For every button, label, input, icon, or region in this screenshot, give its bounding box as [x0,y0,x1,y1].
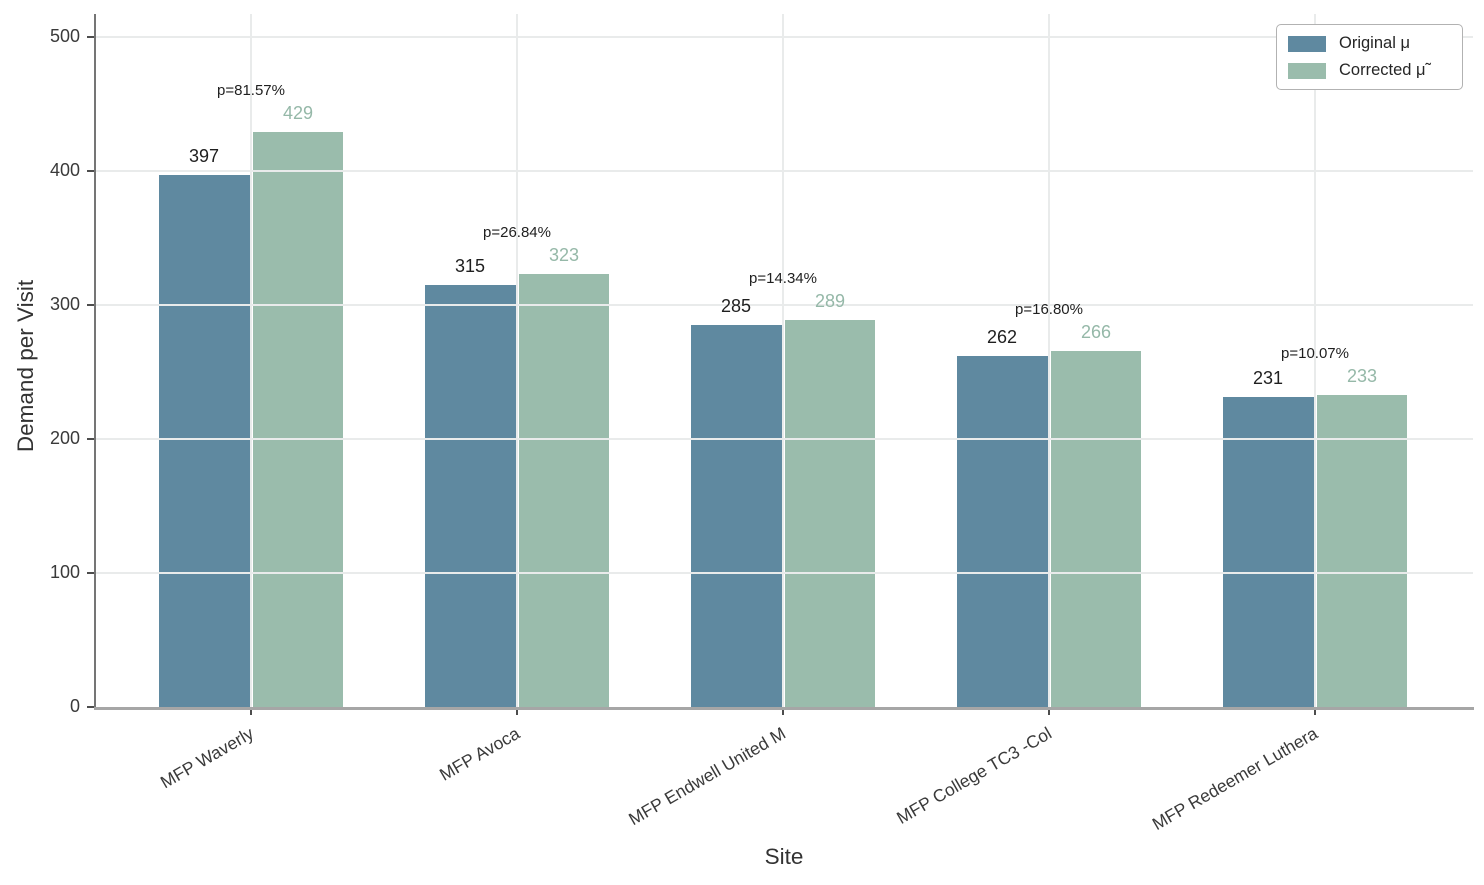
y-tick [87,706,95,708]
legend-label-original: Original μ [1339,34,1410,52]
gridline-vertical [782,14,784,707]
gridline-horizontal [95,572,1473,574]
gridline-horizontal [95,438,1473,440]
value-label-corrected: 266 [1080,321,1112,342]
bar-original [425,284,516,707]
gridline-horizontal [95,36,1473,38]
bar-corrected [252,132,343,707]
value-label-original: 315 [454,255,486,276]
value-label-corrected: 233 [1346,365,1378,386]
x-axis-label: Site [764,844,804,869]
bar-corrected [1316,394,1407,707]
bar-original [957,355,1048,707]
legend-swatch-original-icon [1288,35,1326,52]
x-tick [1314,707,1316,715]
y-axis-spine [93,14,96,709]
y-tick-label: 200 [49,428,80,448]
y-tick-label: 0 [69,696,80,716]
value-label-corrected: 429 [282,103,314,124]
p-value-label: p=16.80% [1015,300,1083,318]
gridline-vertical [516,14,518,707]
legend-item-original: Original μ [1288,34,1450,53]
y-tick [87,304,95,306]
bar-original [691,325,782,707]
value-label-original: 231 [1252,368,1284,389]
y-tick-label: 400 [49,160,80,180]
x-tick [782,707,784,715]
p-value-label: p=81.57% [217,82,285,100]
legend-item-corrected: Corrected μ̃ [1288,61,1450,80]
p-value-label: p=26.84% [483,224,551,242]
p-value-label: p=10.07% [1281,344,1349,362]
y-tick-label: 500 [49,26,80,46]
x-tick [516,707,518,715]
y-tick [87,438,95,440]
value-label-corrected: 323 [548,245,580,266]
value-label-original: 285 [720,296,752,317]
legend-label-corrected: Corrected μ̃ [1339,61,1426,79]
bar-corrected [1050,350,1141,707]
bar-corrected [518,274,609,707]
bar-corrected [784,319,875,707]
value-label-original: 262 [986,326,1018,347]
gridline-horizontal [95,170,1473,172]
y-tick [87,572,95,574]
y-tick-label: 300 [49,294,80,314]
gridline-vertical [250,14,252,707]
value-label-corrected: 289 [814,290,846,311]
x-tick [1048,707,1050,715]
p-value-label: p=14.34% [749,269,817,287]
value-label-original: 397 [188,146,220,167]
bar-original [159,175,250,707]
legend: Original μ Corrected μ̃ [1276,24,1463,90]
legend-swatch-corrected-icon [1288,62,1326,79]
gridline-vertical [1048,14,1050,707]
x-tick [250,707,252,715]
y-tick-label: 100 [49,562,80,582]
x-axis-spine [93,707,1474,710]
gridline-vertical [1314,14,1316,707]
gridline-horizontal [95,304,1473,306]
y-tick [87,170,95,172]
bar-original [1223,397,1314,707]
y-tick [87,36,95,38]
